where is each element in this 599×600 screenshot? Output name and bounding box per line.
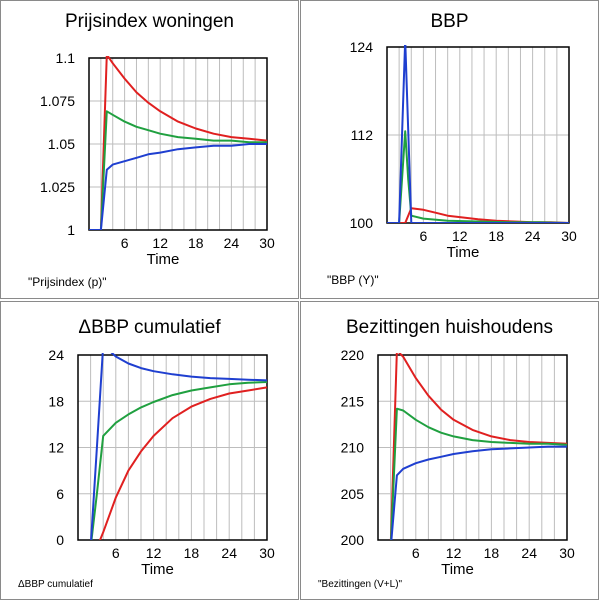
series-line-1 xyxy=(98,386,268,540)
x-tick-label: 6 xyxy=(121,235,129,251)
series-line-3 xyxy=(387,45,569,223)
series-line-2 xyxy=(390,407,568,540)
x-tick-label: 6 xyxy=(420,228,428,244)
y-tick-label: 1.05 xyxy=(48,136,75,152)
chart-title: BBP xyxy=(430,11,469,32)
y-tick-label: 220 xyxy=(341,347,365,363)
x-axis-label: Time xyxy=(147,251,180,268)
panel-delta-bbp: ΔBBP cumulatief 0 6 12 18 24 6 12 18 24 30 Time ΔB… xyxy=(0,301,299,600)
y-tick-label: 210 xyxy=(341,440,365,456)
series-line-2 xyxy=(89,110,267,230)
x-axis-label: Time xyxy=(441,561,474,578)
y-tick-label: 100 xyxy=(350,215,374,231)
panel-bezittingen: Bezittingen huishoudens 200 205 210 215 220 6… xyxy=(300,301,599,600)
series-line-1 xyxy=(389,353,568,540)
chart-variable-note: "BBP (Y)" xyxy=(327,273,379,287)
series-line-3 xyxy=(90,353,268,540)
chart-plot: 1 1.025 1.05 1.075 1.1 6 12 18 24 30 Time xyxy=(40,50,275,268)
x-tick-label: 24 xyxy=(525,228,541,244)
y-tick-label: 205 xyxy=(341,486,365,502)
series-line-3 xyxy=(89,143,267,230)
panel-prijsindex: Prijsindex woningen 1 1.025 1.05 1.075 1.1 6 1… xyxy=(0,0,299,299)
x-tick-label: 18 xyxy=(484,545,500,561)
x-tick-label: 6 xyxy=(112,545,120,561)
chart-title: Prijsindex woningen xyxy=(65,11,234,32)
chart-plot: 200 205 210 215 220 6 12 18 24 30 Time xyxy=(341,347,575,578)
chart-plot: 100 112 124 6 12 18 24 30 Time xyxy=(350,39,577,261)
x-axis-label: Time xyxy=(141,561,174,578)
y-tick-label: 1.1 xyxy=(56,50,76,66)
x-tick-label: 12 xyxy=(152,235,168,251)
x-tick-label: 30 xyxy=(259,235,275,251)
x-tick-label: 12 xyxy=(146,545,162,561)
y-tick-label: 1 xyxy=(67,222,75,238)
x-tick-label: 18 xyxy=(188,235,204,251)
x-tick-label: 24 xyxy=(521,545,537,561)
series-line-2 xyxy=(90,381,268,540)
x-tick-label: 12 xyxy=(452,228,468,244)
x-tick-label: 30 xyxy=(559,545,575,561)
series-line-3 xyxy=(390,445,567,540)
series-line-1 xyxy=(89,56,268,230)
x-tick-label: 12 xyxy=(446,545,462,561)
panel-bbp: BBP 100 112 124 6 12 18 24 30 Time "BBP (Y)" xyxy=(300,0,599,299)
x-tick-label: 24 xyxy=(224,235,240,251)
chart-plot: 0 6 12 18 24 6 12 18 24 30 Time xyxy=(48,347,275,578)
x-tick-label: 18 xyxy=(488,228,504,244)
y-tick-label: 24 xyxy=(48,347,64,363)
chart-variable-note: ΔBBP cumulatief xyxy=(18,579,93,590)
y-tick-label: 112 xyxy=(351,127,374,143)
y-tick-label: 6 xyxy=(56,486,64,502)
y-tick-label: 0 xyxy=(56,532,64,548)
y-tick-label: 215 xyxy=(341,393,365,409)
x-tick-label: 6 xyxy=(412,545,420,561)
x-axis-label: Time xyxy=(447,244,480,261)
plot-frame xyxy=(77,354,268,541)
x-tick-label: 30 xyxy=(259,545,275,561)
y-tick-label: 12 xyxy=(48,440,64,456)
x-tick-label: 18 xyxy=(184,545,200,561)
x-tick-label: 30 xyxy=(561,228,577,244)
y-tick-label: 1.075 xyxy=(40,93,75,109)
chart-variable-note: "Prijsindex (p)" xyxy=(28,275,107,289)
chart-title: Bezittingen huishoudens xyxy=(345,317,554,338)
chart-variable-note: "Bezittingen (V+L)" xyxy=(318,579,403,590)
x-tick-label: 24 xyxy=(221,545,237,561)
chart-title: ΔBBP cumulatief xyxy=(78,317,221,338)
y-tick-label: 18 xyxy=(48,393,64,409)
y-tick-label: 200 xyxy=(341,532,365,548)
y-tick-label: 124 xyxy=(350,39,374,55)
y-tick-label: 1.025 xyxy=(40,179,75,195)
